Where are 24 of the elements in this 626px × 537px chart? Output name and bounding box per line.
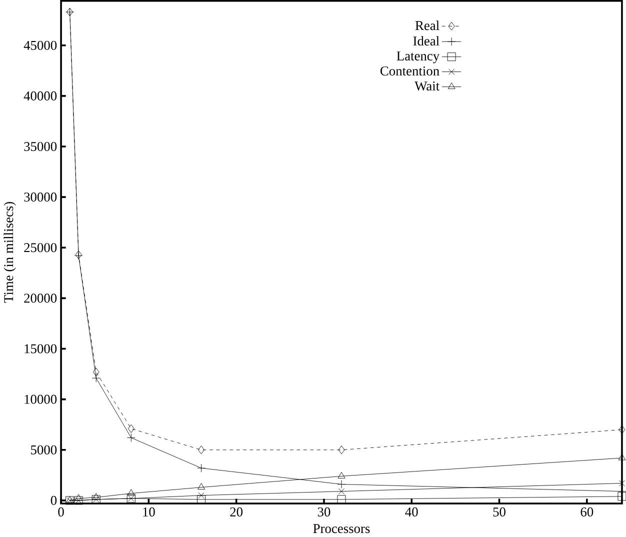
x-tick-label: 20 [230, 508, 243, 517]
legend-label: Wait [414, 82, 440, 91]
y-tick-label: 5000 [31, 445, 57, 454]
y-tick-label: 35000 [24, 142, 57, 152]
x-tick-label: 10 [143, 508, 155, 517]
legend-label: Contention [380, 66, 440, 76]
x-tick-label: 0 [58, 508, 64, 517]
y-tick-label: 15000 [24, 344, 57, 354]
y-tick-label: 20000 [24, 294, 57, 303]
x-tick-label: 50 [493, 508, 506, 517]
x-tick-label: 60 [580, 508, 594, 517]
x-tick-label: 30 [318, 508, 330, 517]
y-tick-label: 30000 [24, 192, 57, 202]
legend-label: Real [415, 20, 440, 30]
y-axis-title: Time (in millisecs) [4, 202, 16, 303]
x-axis-title: Processors [313, 524, 370, 534]
y-tick-label: 0 [50, 496, 57, 506]
legend-label: Ideal [413, 36, 440, 46]
y-tick-label: 10000 [24, 394, 57, 404]
y-tick-label: 25000 [24, 243, 57, 252]
y-tick-label: 45000 [24, 40, 57, 50]
y-tick-label: 40000 [24, 92, 57, 101]
x-tick-label: 40 [405, 508, 418, 517]
legend-label: Latency [396, 52, 440, 64]
